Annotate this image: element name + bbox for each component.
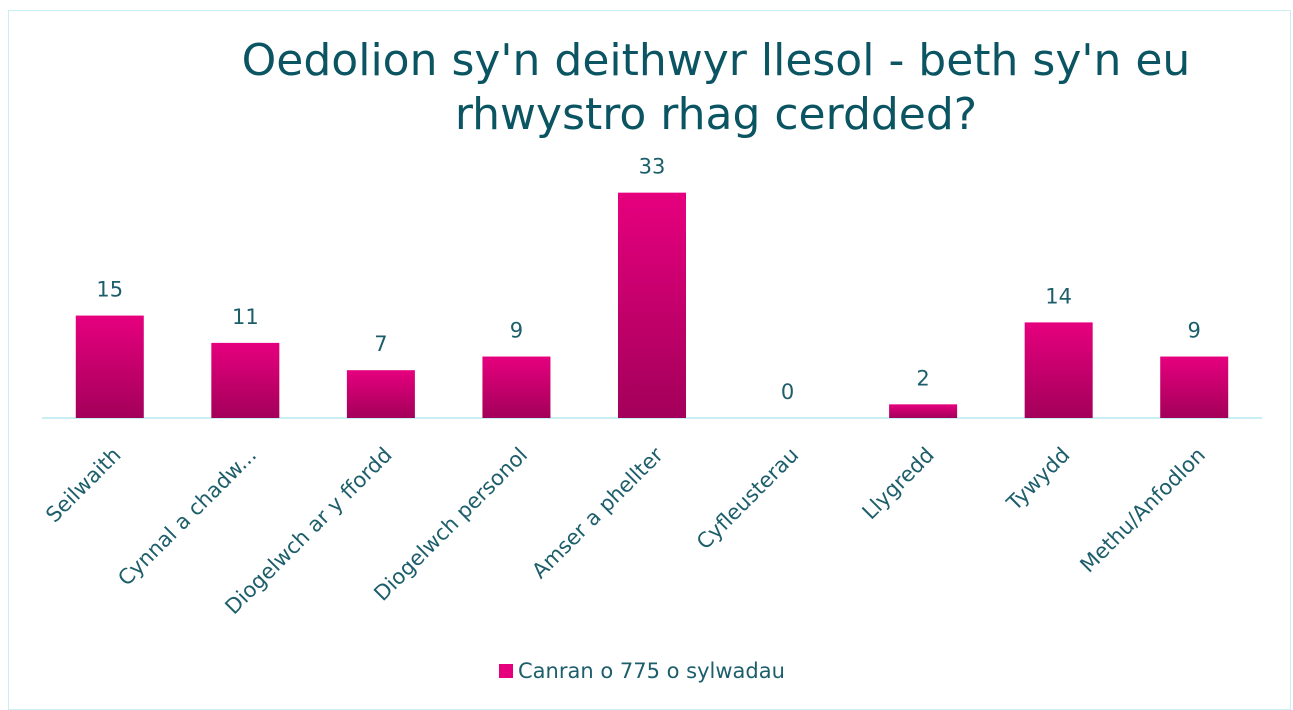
x-tick-label: Amser a phellter xyxy=(527,443,668,584)
chart-title: Oedolion sy'n deithwyr llesol - beth sy'… xyxy=(241,35,1191,140)
x-tick-label: Seilwaith xyxy=(41,443,125,527)
bar xyxy=(346,370,415,418)
x-tick-label: Cyfleusterau xyxy=(692,443,803,554)
legend-swatch xyxy=(499,664,513,678)
value-label: 2 xyxy=(916,366,929,390)
value-label: 14 xyxy=(1045,284,1072,308)
bar xyxy=(482,356,551,418)
bar xyxy=(1024,322,1093,418)
x-tick-label: Methu/Anfodlon xyxy=(1075,443,1210,578)
value-label: 9 xyxy=(510,319,523,343)
bar xyxy=(618,192,686,418)
x-tick-label: Tywydd xyxy=(1001,443,1074,516)
value-label: 0 xyxy=(781,380,794,404)
x-tick-label: Cynnal a chadw... xyxy=(113,443,261,591)
value-label: 7 xyxy=(374,332,387,356)
x-tick-label: Llygredd xyxy=(858,443,939,524)
value-label: 9 xyxy=(1188,319,1201,343)
bar xyxy=(75,315,144,418)
value-label: 33 xyxy=(639,155,666,179)
bar xyxy=(889,404,958,418)
value-label: 11 xyxy=(232,305,259,329)
legend-label: Canran o 775 o sylwadau xyxy=(518,659,785,683)
bar xyxy=(1160,356,1229,418)
x-tick-label: Diogelwch personol xyxy=(369,443,532,606)
value-label: 15 xyxy=(96,278,123,302)
bar xyxy=(211,342,280,418)
